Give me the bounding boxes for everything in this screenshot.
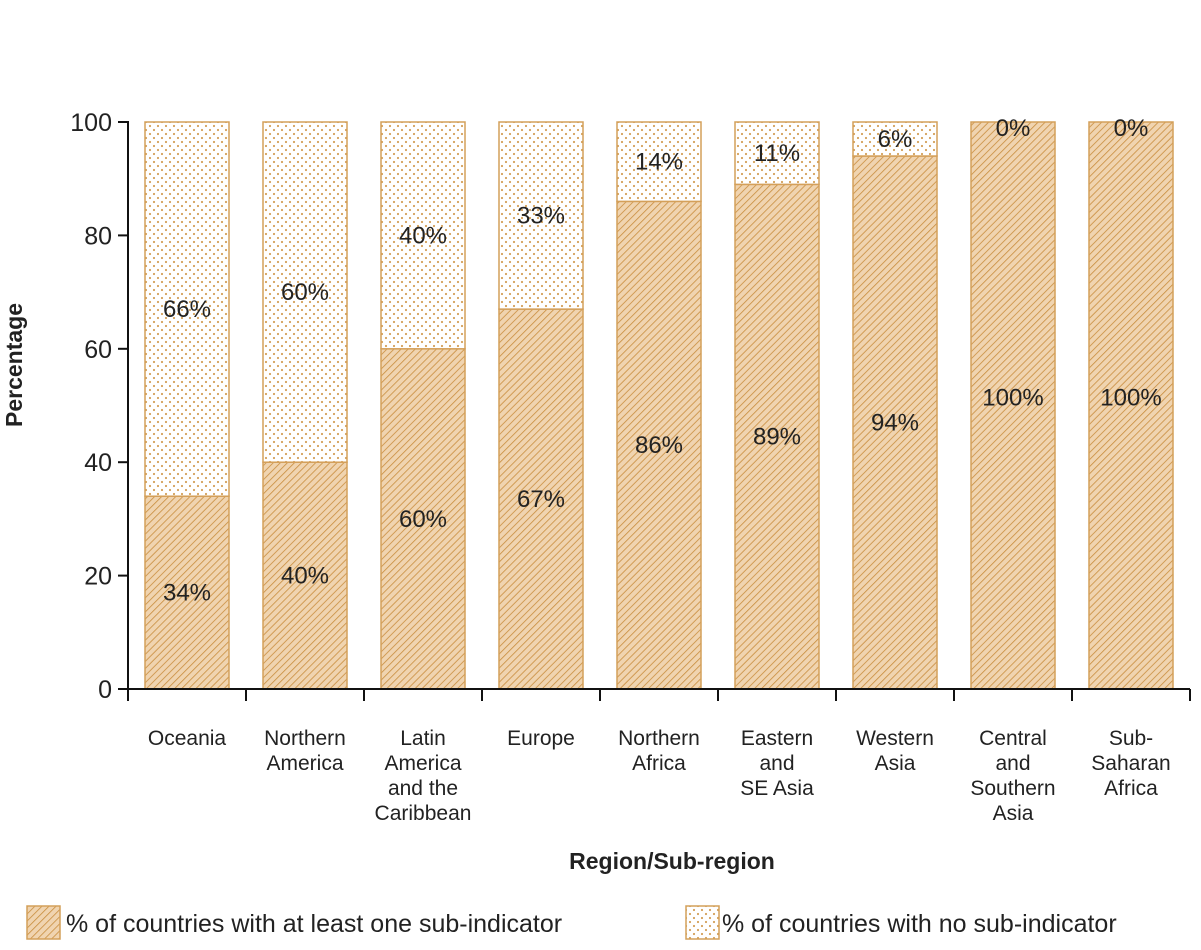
x-tick-label-line: Western: [856, 727, 934, 750]
x-tick-label-line: Eastern: [741, 727, 813, 750]
y-tick-label: 80: [84, 222, 112, 250]
legend: % of countries with at least one sub-ind…: [26, 905, 1117, 940]
data-label-with-sub-indicator: 40%: [281, 563, 329, 590]
bar-segment-no-sub-indicator: [144, 121, 230, 497]
x-tick-label-line: and: [995, 752, 1030, 775]
x-tick-label-line: and the: [388, 777, 458, 800]
x-tick-label-line: Southern: [970, 777, 1055, 800]
y-axis-title: Percentage: [1, 303, 27, 427]
data-label-no-sub-indicator: 11%: [754, 140, 800, 167]
y-tick-label: 60: [84, 336, 112, 364]
x-tick-label-line: Northern: [264, 727, 346, 750]
bar-segment-with-sub-indicator: [144, 495, 230, 690]
x-tick-label: Northern Africa: [618, 727, 700, 775]
x-tick-label-line: Caribbean: [375, 802, 472, 825]
x-tick-label: Latin America and the Caribbean: [375, 727, 472, 825]
x-tick-label-line: Central: [979, 727, 1047, 750]
legend-label-dotted: % of countries with no sub-indicator: [722, 910, 1117, 938]
data-label-with-sub-indicator: 67%: [517, 486, 565, 513]
data-label-no-sub-indicator: 60%: [281, 279, 329, 306]
bar-segment-with-sub-indicator: [380, 348, 466, 690]
bar-segment-with-sub-indicator: [852, 155, 938, 690]
bar-segment-no-sub-indicator: [262, 121, 348, 463]
bar-segment-with-sub-indicator: [970, 121, 1056, 690]
x-tick-label-line: America: [266, 752, 343, 775]
data-label-no-sub-indicator: 0%: [1114, 115, 1149, 142]
x-tick-label-line: Africa: [1104, 777, 1158, 800]
x-tick-label-line: America: [384, 752, 461, 775]
data-label-no-sub-indicator: 14%: [635, 149, 683, 176]
x-tick-label: Oceania: [148, 727, 227, 750]
bar-segment-no-sub-indicator: [734, 121, 820, 186]
bar-segment-no-sub-indicator: [498, 121, 584, 310]
data-label-no-sub-indicator: 66%: [163, 296, 211, 323]
x-tick-label: Central and Southern Asia: [970, 727, 1055, 825]
x-tick-label-line: Saharan: [1091, 752, 1170, 775]
bars-layer: [144, 121, 1174, 690]
x-tick-label-line: SE Asia: [740, 777, 814, 800]
legend-swatch-dotted: [685, 905, 720, 940]
y-tick-label: 40: [84, 449, 112, 477]
x-tick-label-line: Africa: [632, 752, 686, 775]
bar-segment-no-sub-indicator: [380, 121, 466, 350]
y-tick-label: 0: [98, 676, 112, 704]
data-label-with-sub-indicator: 100%: [982, 385, 1043, 412]
data-label-no-sub-indicator: 33%: [517, 203, 565, 230]
x-tick-label: Northern America: [264, 727, 346, 775]
bar-segment-with-sub-indicator: [734, 183, 820, 690]
x-axis-title: Region/Sub-region: [569, 848, 775, 874]
data-label-with-sub-indicator: 100%: [1100, 385, 1161, 412]
data-label-no-sub-indicator: 40%: [399, 222, 447, 249]
x-tick-label-line: Latin: [400, 727, 446, 750]
data-label-with-sub-indicator: 94%: [871, 410, 919, 437]
bar-segment-no-sub-indicator: [852, 121, 938, 157]
x-tick-label-line: Oceania: [148, 727, 227, 750]
y-tick-label: 100: [70, 109, 112, 137]
x-tick-label-line: Asia: [993, 802, 1034, 825]
x-tick-label: Eastern and SE Asia: [740, 727, 814, 800]
bar-segment-no-sub-indicator: [616, 121, 702, 203]
data-label-no-sub-indicator: 6%: [878, 126, 913, 153]
legend-label-hatched: % of countries with at least one sub-ind…: [66, 910, 562, 938]
data-label-with-sub-indicator: 89%: [753, 424, 801, 451]
x-tick-label-line: and: [759, 752, 794, 775]
legend-swatch-hatched: [26, 905, 61, 940]
data-label-with-sub-indicator: 86%: [635, 432, 683, 459]
x-tick-label: Sub-Saharan Africa: [1091, 727, 1170, 800]
data-label-no-sub-indicator: 0%: [996, 115, 1031, 142]
bar-segment-with-sub-indicator: [1088, 121, 1174, 690]
data-labels-layer: 34% 66% 40% 60% 60% 40% 67% 33% 86% 14% 89% 11% 94% 6…: [163, 115, 1162, 607]
data-label-with-sub-indicator: 60%: [399, 506, 447, 533]
x-tick-label: Europe: [507, 727, 575, 750]
x-tick-label-line: Asia: [875, 752, 916, 775]
x-tick-label-line: Northern: [618, 727, 700, 750]
x-tick-label-line: Europe: [507, 727, 575, 750]
legend-item-dotted: % of countries with no sub-indicator: [685, 905, 1117, 940]
legend-item-hatched: % of countries with at least one sub-ind…: [26, 905, 562, 940]
x-tick-label-line: Sub-: [1109, 727, 1153, 750]
x-tick-label: Western Asia: [856, 727, 934, 775]
y-tick-label: 20: [84, 563, 112, 591]
data-label-with-sub-indicator: 34%: [163, 580, 211, 607]
